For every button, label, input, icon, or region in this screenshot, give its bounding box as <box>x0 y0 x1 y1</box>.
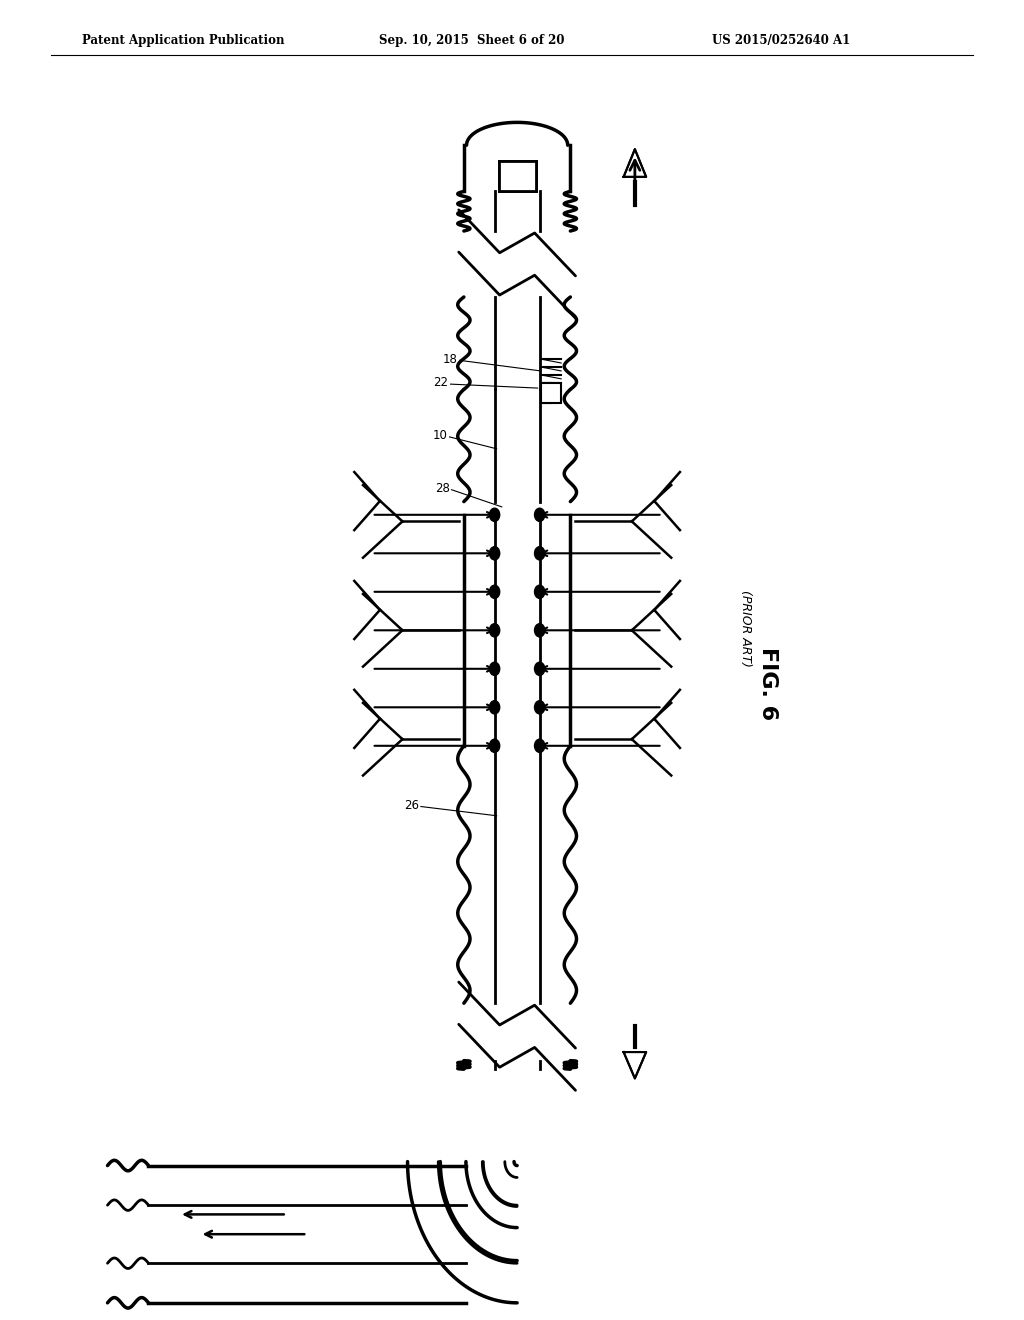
Text: Sep. 10, 2015  Sheet 6 of 20: Sep. 10, 2015 Sheet 6 of 20 <box>379 34 564 48</box>
Text: FIG. 6: FIG. 6 <box>758 647 778 719</box>
Circle shape <box>489 739 500 752</box>
Circle shape <box>535 739 545 752</box>
Circle shape <box>535 546 545 560</box>
Circle shape <box>535 585 545 598</box>
Polygon shape <box>624 1052 646 1078</box>
Text: 10: 10 <box>432 429 447 442</box>
Circle shape <box>489 701 500 714</box>
Text: (PRIOR ART): (PRIOR ART) <box>739 590 752 667</box>
Circle shape <box>489 585 500 598</box>
Bar <box>541 383 561 403</box>
Text: Patent Application Publication: Patent Application Publication <box>82 34 285 48</box>
Text: 22: 22 <box>433 376 449 389</box>
Bar <box>499 161 536 191</box>
Polygon shape <box>624 149 646 177</box>
Circle shape <box>489 546 500 560</box>
Circle shape <box>535 663 545 676</box>
Circle shape <box>489 508 500 521</box>
Text: US 2015/0252640 A1: US 2015/0252640 A1 <box>712 34 850 48</box>
Text: 18: 18 <box>442 352 458 366</box>
Text: 26: 26 <box>403 799 419 812</box>
Circle shape <box>489 624 500 638</box>
Circle shape <box>489 663 500 676</box>
Circle shape <box>535 624 545 638</box>
Text: 28: 28 <box>434 482 450 495</box>
Circle shape <box>535 701 545 714</box>
Circle shape <box>535 508 545 521</box>
